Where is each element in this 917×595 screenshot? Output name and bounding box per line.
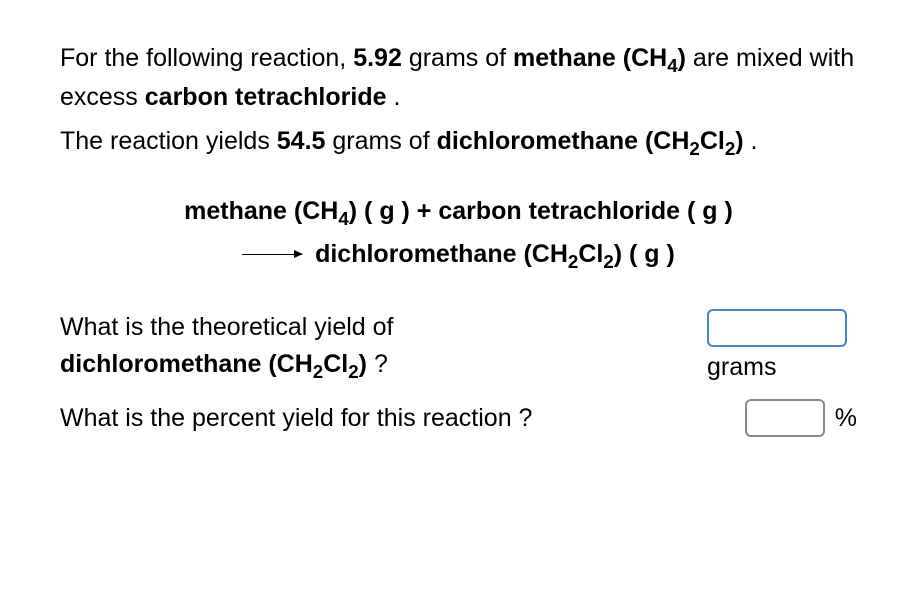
text: grams of	[325, 127, 436, 155]
text: ) ( g ) + carbon tetrachloride ( g )	[349, 197, 733, 225]
mass-value-1: 5.92	[353, 44, 402, 72]
subscript: 2	[313, 361, 323, 382]
text: ) ( g )	[614, 240, 675, 268]
reactant-2: carbon tetrachloride	[145, 83, 387, 111]
percent-yield-input[interactable]	[745, 399, 825, 437]
text: ?	[367, 350, 388, 378]
subscript: 2	[689, 138, 699, 159]
text: dichloromethane (CH	[437, 127, 690, 155]
text: methane (CH	[184, 197, 338, 225]
subscript: 2	[348, 361, 358, 382]
theoretical-yield-input[interactable]	[707, 309, 847, 347]
unit-grams: grams	[707, 349, 776, 385]
subscript: 2	[568, 251, 578, 272]
question-1-compound: dichloromethane (CH2Cl2)	[60, 350, 367, 378]
question-1-text: What is the theoretical yield of dichlor…	[60, 309, 394, 384]
text: Cl	[578, 240, 603, 268]
text: dichloromethane (CH	[315, 240, 568, 268]
question-2-text: What is the percent yield for this react…	[60, 400, 532, 436]
text: For the following reaction,	[60, 44, 353, 72]
equation-products-line: dichloromethane (CH2Cl2) ( g )	[60, 234, 857, 277]
mass-value-2: 54.5	[277, 127, 326, 155]
equation-reactants: methane (CH4) ( g ) + carbon tetrachlori…	[60, 191, 857, 234]
text: .	[387, 83, 401, 111]
text: .	[744, 127, 758, 155]
text: The reaction yields	[60, 127, 277, 155]
answer-area-1: grams	[707, 309, 857, 385]
chemical-equation: methane (CH4) ( g ) + carbon tetrachlori…	[60, 191, 857, 277]
text: )	[735, 127, 743, 155]
text: dichloromethane (CH	[60, 350, 313, 378]
problem-container: For the following reaction, 5.92 grams o…	[0, 0, 917, 467]
subscript: 4	[667, 55, 677, 76]
text: grams of	[402, 44, 513, 72]
answer-area-2: %	[745, 399, 857, 437]
text: methane (CH	[513, 44, 667, 72]
question-1-row: What is the theoretical yield of dichlor…	[60, 309, 857, 385]
reactant-1: methane (CH4)	[513, 44, 686, 72]
subscript: 2	[603, 251, 613, 272]
text: Cl	[700, 127, 725, 155]
intro-paragraph-1: For the following reaction, 5.92 grams o…	[60, 40, 857, 115]
reaction-arrow-icon	[242, 254, 302, 256]
subscript: 2	[725, 138, 735, 159]
text: )	[678, 44, 686, 72]
unit-percent: %	[835, 400, 857, 436]
text: What is the theoretical yield of	[60, 313, 394, 341]
text: Cl	[323, 350, 348, 378]
subscript: 4	[338, 208, 348, 229]
question-2-row: What is the percent yield for this react…	[60, 399, 857, 437]
text: )	[359, 350, 367, 378]
intro-paragraph-2: The reaction yields 54.5 grams of dichlo…	[60, 123, 857, 162]
product-name: dichloromethane (CH2Cl2)	[437, 127, 744, 155]
